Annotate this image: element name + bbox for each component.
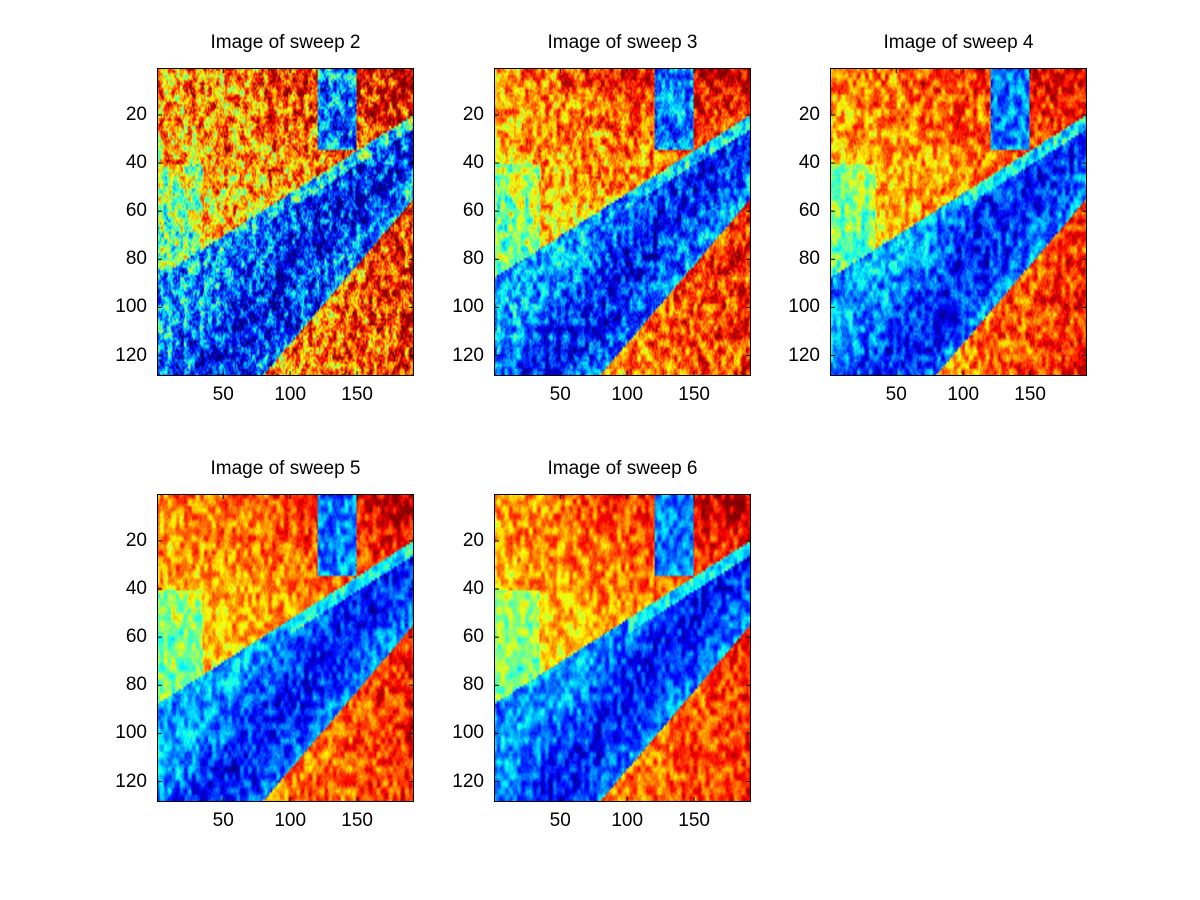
y-tick-label: 40 [798,152,820,174]
x-tick-label: 150 [678,810,710,831]
y-tick-label: 80 [125,248,147,270]
y-tick-label: 120 [452,344,484,366]
subplot-sweep-5: Image of sweep 5 50 100 150 20 40 60 80 100 120 [115,458,414,831]
y-tick-label: 100 [115,296,147,318]
axes-frame [157,494,414,802]
subplot-title: Image of sweep 4 [883,32,1034,53]
heatmap-svg [494,494,751,802]
y-tick-label: 20 [798,103,820,125]
heatmap-image [157,494,414,802]
y-tick-label: 100 [452,296,484,318]
y-tick-label: 60 [125,626,147,648]
subplot-sweep-4: Image of sweep 4 50 100 150 20 40 60 80 100 120 [788,32,1087,405]
subplot-sweep-3: Image of sweep 3 50 100 150 20 40 60 80 100 120 [452,32,751,405]
y-tick-label: 60 [798,200,820,222]
axes-frame [830,68,1087,376]
heatmap-image [157,68,414,376]
y-tick-label: 80 [125,674,147,696]
y-tick-label: 100 [115,722,147,744]
heatmap-plot-area [157,68,414,376]
x-tick-label: 150 [1014,384,1046,405]
subplot-title: Image of sweep 5 [210,458,361,479]
y-tick-label: 20 [125,529,147,551]
x-tick-label: 150 [341,384,373,405]
y-tick-label: 40 [125,578,147,600]
y-tick-label: 120 [115,770,147,792]
subplot-sweep-6: Image of sweep 6 50 100 150 20 40 60 80 100 120 [452,458,751,831]
y-tick-label: 120 [452,770,484,792]
heatmap-image [494,68,751,376]
y-tick-label: 20 [462,103,484,125]
axes-frame [494,494,751,802]
y-tick-label: 80 [462,674,484,696]
x-tick-label: 50 [549,384,571,405]
heatmap-image [830,68,1087,376]
y-tick-label: 20 [462,529,484,551]
heatmap-plot-area [157,494,414,802]
x-tick-label: 50 [212,810,234,831]
y-tick-label: 100 [788,296,820,318]
x-tick-label: 100 [611,384,644,405]
y-tick-label: 20 [125,103,147,125]
y-tick-label: 60 [462,626,484,648]
subplot-sweep-2: Image of sweep 2 50 100 150 20 40 60 80 100 120 [115,32,414,405]
y-tick-label: 80 [462,248,484,270]
x-tick-label: 50 [212,384,234,405]
heatmap-svg [157,494,414,802]
subplot-title: Image of sweep 3 [547,32,698,53]
x-tick-label: 100 [611,810,644,831]
y-tick-label: 100 [452,722,484,744]
x-tick-label: 50 [549,810,571,831]
x-tick-label: 100 [947,384,980,405]
heatmap-svg [494,68,751,376]
x-tick-label: 150 [341,810,373,831]
heatmap-image [494,494,751,802]
axes-frame [157,68,414,376]
y-tick-label: 40 [462,152,484,174]
heatmap-plot-area [830,68,1087,376]
subplot-title: Image of sweep 2 [210,32,361,53]
y-tick-label: 120 [788,344,820,366]
heatmap-plot-area [494,68,751,376]
y-tick-label: 60 [125,200,147,222]
y-tick-label: 40 [125,152,147,174]
y-tick-label: 40 [462,578,484,600]
x-tick-label: 150 [678,384,710,405]
axes-frame [494,68,751,376]
x-tick-label: 50 [885,384,907,405]
y-tick-label: 120 [115,344,147,366]
y-tick-label: 80 [798,248,820,270]
heatmap-plot-area [494,494,751,802]
x-tick-label: 100 [274,810,307,831]
y-tick-label: 60 [462,200,484,222]
heatmap-svg [830,68,1087,376]
heatmap-svg [157,68,414,376]
x-tick-label: 100 [274,384,307,405]
subplot-title: Image of sweep 6 [547,458,698,479]
